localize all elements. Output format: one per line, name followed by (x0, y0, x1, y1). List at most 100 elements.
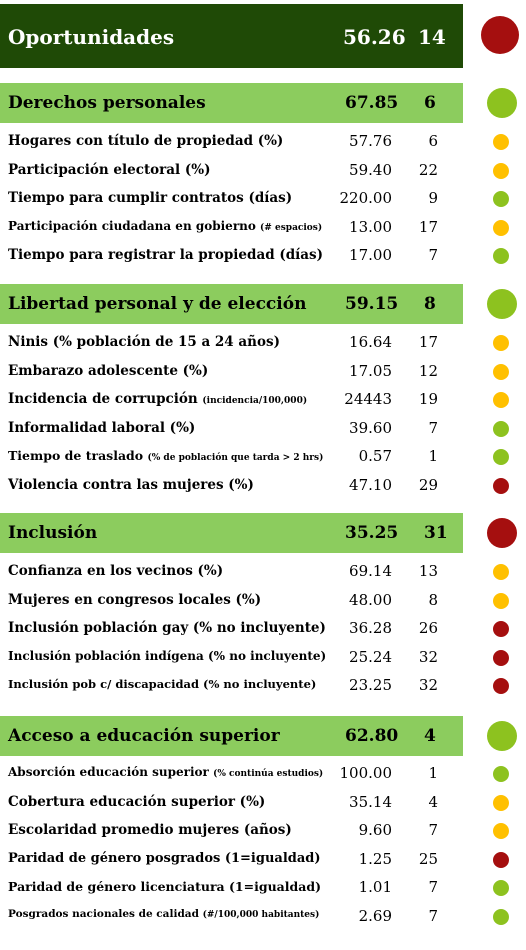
indicator-label: Incidencia de corrupción (incidencia/100… (8, 391, 308, 408)
indicator-value: 69.14 (349, 562, 392, 580)
indicator-rank: 12 (418, 361, 438, 380)
indicator-rank: 17 (418, 333, 438, 351)
section-rank: 8 (424, 294, 436, 314)
opportunities-header-bar (0, 4, 463, 68)
indicator-status-dot (493, 794, 509, 811)
indicator-row: Violencia contra las mujeres (%) 47.10 29 (0, 472, 526, 500)
section-score: 62.80 (345, 726, 399, 746)
indicator-unit: (#/100,000 habitantes) (202, 910, 320, 920)
indicator-status-dot (493, 191, 509, 208)
indicator-row: Embarazo adolescente (%) 17.05 12 (0, 358, 526, 386)
indicator-label: Mujeres en congresos locales (%) (8, 591, 262, 608)
indicator-label: Paridad de género posgrados (1=igualdad) (8, 850, 321, 866)
indicator-rank: 25 (418, 849, 438, 868)
section-header: Libertad personal y de elección 59.15 8 (0, 284, 463, 324)
indicator-label: Escolaridad promedio mujeres (años) (8, 822, 292, 839)
indicator-value: 1.01 (358, 878, 392, 897)
indicator-row: Incidencia de corrupción (incidencia/100… (0, 386, 526, 414)
section-status-dot (487, 88, 517, 118)
indicator-value: 35.14 (349, 792, 392, 811)
indicator-unit: (incidencia/100,000) (202, 396, 308, 407)
indicator-unit: (% de población que tarda > 2 hrs) (147, 453, 324, 464)
indicator-status-dot (493, 678, 509, 695)
indicator-row: Informalidad laboral (%) 39.60 7 (0, 415, 526, 443)
section-header: Inclusión 35.25 31 (0, 513, 463, 553)
indicator-label: Tiempo para cumplir contratos (días) (8, 190, 293, 207)
indicator-value: 1.25 (358, 849, 392, 868)
section-title: Derechos personales (8, 93, 206, 113)
indicator-row: Participación electoral (%) 59.40 22 (0, 157, 526, 185)
indicator-status-dot (493, 909, 509, 925)
indicator-label: Paridad de género licenciatura (1=iguald… (8, 879, 321, 895)
indicator-label: Informalidad laboral (%) (8, 419, 196, 436)
indicator-status-dot (493, 851, 509, 868)
section-rank: 4 (424, 726, 436, 746)
indicator-row: Cobertura educación superior (%) 35.14 4 (0, 789, 526, 817)
indicator-label: Participación ciudadana en gobierno (# e… (8, 218, 323, 233)
indicator-rank: 32 (418, 676, 438, 695)
indicator-value: 2.69 (358, 907, 392, 925)
indicator-status-dot (493, 420, 509, 437)
indicator-status-dot (493, 564, 509, 580)
opportunities-rank: 14 (418, 25, 446, 49)
indicator-value: 0.57 (358, 447, 392, 466)
section-score: 35.25 (345, 523, 399, 543)
indicator-unit: (% continúa estudios) (213, 769, 324, 779)
indicator-row: Inclusión pob c/ discapacidad (% no incl… (0, 672, 526, 700)
section-title: Inclusión (8, 523, 98, 543)
indicator-rank: 8 (428, 590, 438, 609)
indicator-rank: 6 (428, 132, 438, 150)
indicator-rank: 7 (428, 418, 438, 437)
indicator-row: Absorción educación superior (% continúa… (0, 760, 526, 788)
indicator-label: Hogares con título de propiedad (%) (8, 133, 284, 149)
indicator-status-dot (493, 592, 509, 609)
indicator-rank: 1 (428, 447, 438, 466)
indicator-status-dot (493, 392, 509, 409)
indicator-rank: 19 (418, 390, 438, 409)
indicator-value: 16.64 (349, 333, 392, 351)
section-header: Acceso a educación superior 62.80 4 (0, 716, 463, 756)
indicator-row: Ninis (% población de 15 a 24 años) 16.64… (0, 329, 526, 357)
section-header: Derechos personales 67.85 6 (0, 83, 463, 123)
indicator-rank: 7 (428, 246, 438, 265)
section-rank: 31 (424, 523, 448, 543)
section-status-dot (487, 289, 517, 319)
indicator-status-dot (493, 219, 509, 236)
indicator-status-dot (493, 880, 509, 897)
indicator-value: 36.28 (349, 619, 392, 638)
section-status-dot (487, 721, 517, 751)
indicator-rank: 9 (428, 189, 438, 208)
indicator-row: Tiempo para registrar la propiedad (días… (0, 242, 526, 270)
indicator-label: Tiempo de traslado (% de población que t… (8, 448, 324, 464)
indicator-row: Inclusión población indígena (% no inclu… (0, 644, 526, 672)
indicator-label: Violencia contra las mujeres (%) (8, 477, 254, 493)
indicator-rank: 17 (418, 217, 438, 236)
indicator-rank: 4 (428, 792, 438, 811)
indicator-row: Mujeres en congresos locales (%) 48.00 8 (0, 587, 526, 615)
indicator-value: 13.00 (349, 217, 392, 236)
indicator-value: 25.24 (349, 647, 392, 666)
indicator-value: 59.40 (349, 160, 392, 179)
indicator-value: 9.60 (358, 821, 392, 840)
indicator-value: 23.25 (349, 676, 392, 695)
indicator-rank: 13 (418, 562, 438, 580)
indicator-value: 47.10 (349, 476, 392, 494)
indicator-rank: 22 (418, 160, 438, 179)
opportunities-title: Oportunidades (8, 25, 175, 49)
indicator-status-dot (493, 363, 509, 380)
indicator-row: Paridad de género posgrados (1=igualdad)… (0, 846, 526, 874)
indicator-label: Inclusión pob c/ discapacidad (% no incl… (8, 677, 317, 692)
indicator-status-dot (493, 823, 509, 840)
indicator-label: Cobertura educación superior (%) (8, 793, 266, 810)
indicator-row: Escolaridad promedio mujeres (años) 9.60 7 (0, 817, 526, 845)
indicator-rank: 32 (418, 647, 438, 666)
indicator-status-dot (493, 162, 509, 179)
indicator-value: 220.00 (339, 189, 393, 208)
indicator-label: Ninis (% población de 15 a 24 años) (8, 334, 280, 350)
indicator-rank: 7 (428, 878, 438, 897)
indicator-label: Posgrados nacionales de calidad (#/100,0… (8, 908, 320, 920)
indicator-label: Absorción educación superior (% continúa… (8, 765, 324, 779)
indicator-row: Posgrados nacionales de calidad (#/100,0… (0, 903, 526, 931)
indicator-label: Participación electoral (%) (8, 161, 211, 178)
indicator-label: Inclusión población indígena (% no inclu… (8, 648, 327, 663)
